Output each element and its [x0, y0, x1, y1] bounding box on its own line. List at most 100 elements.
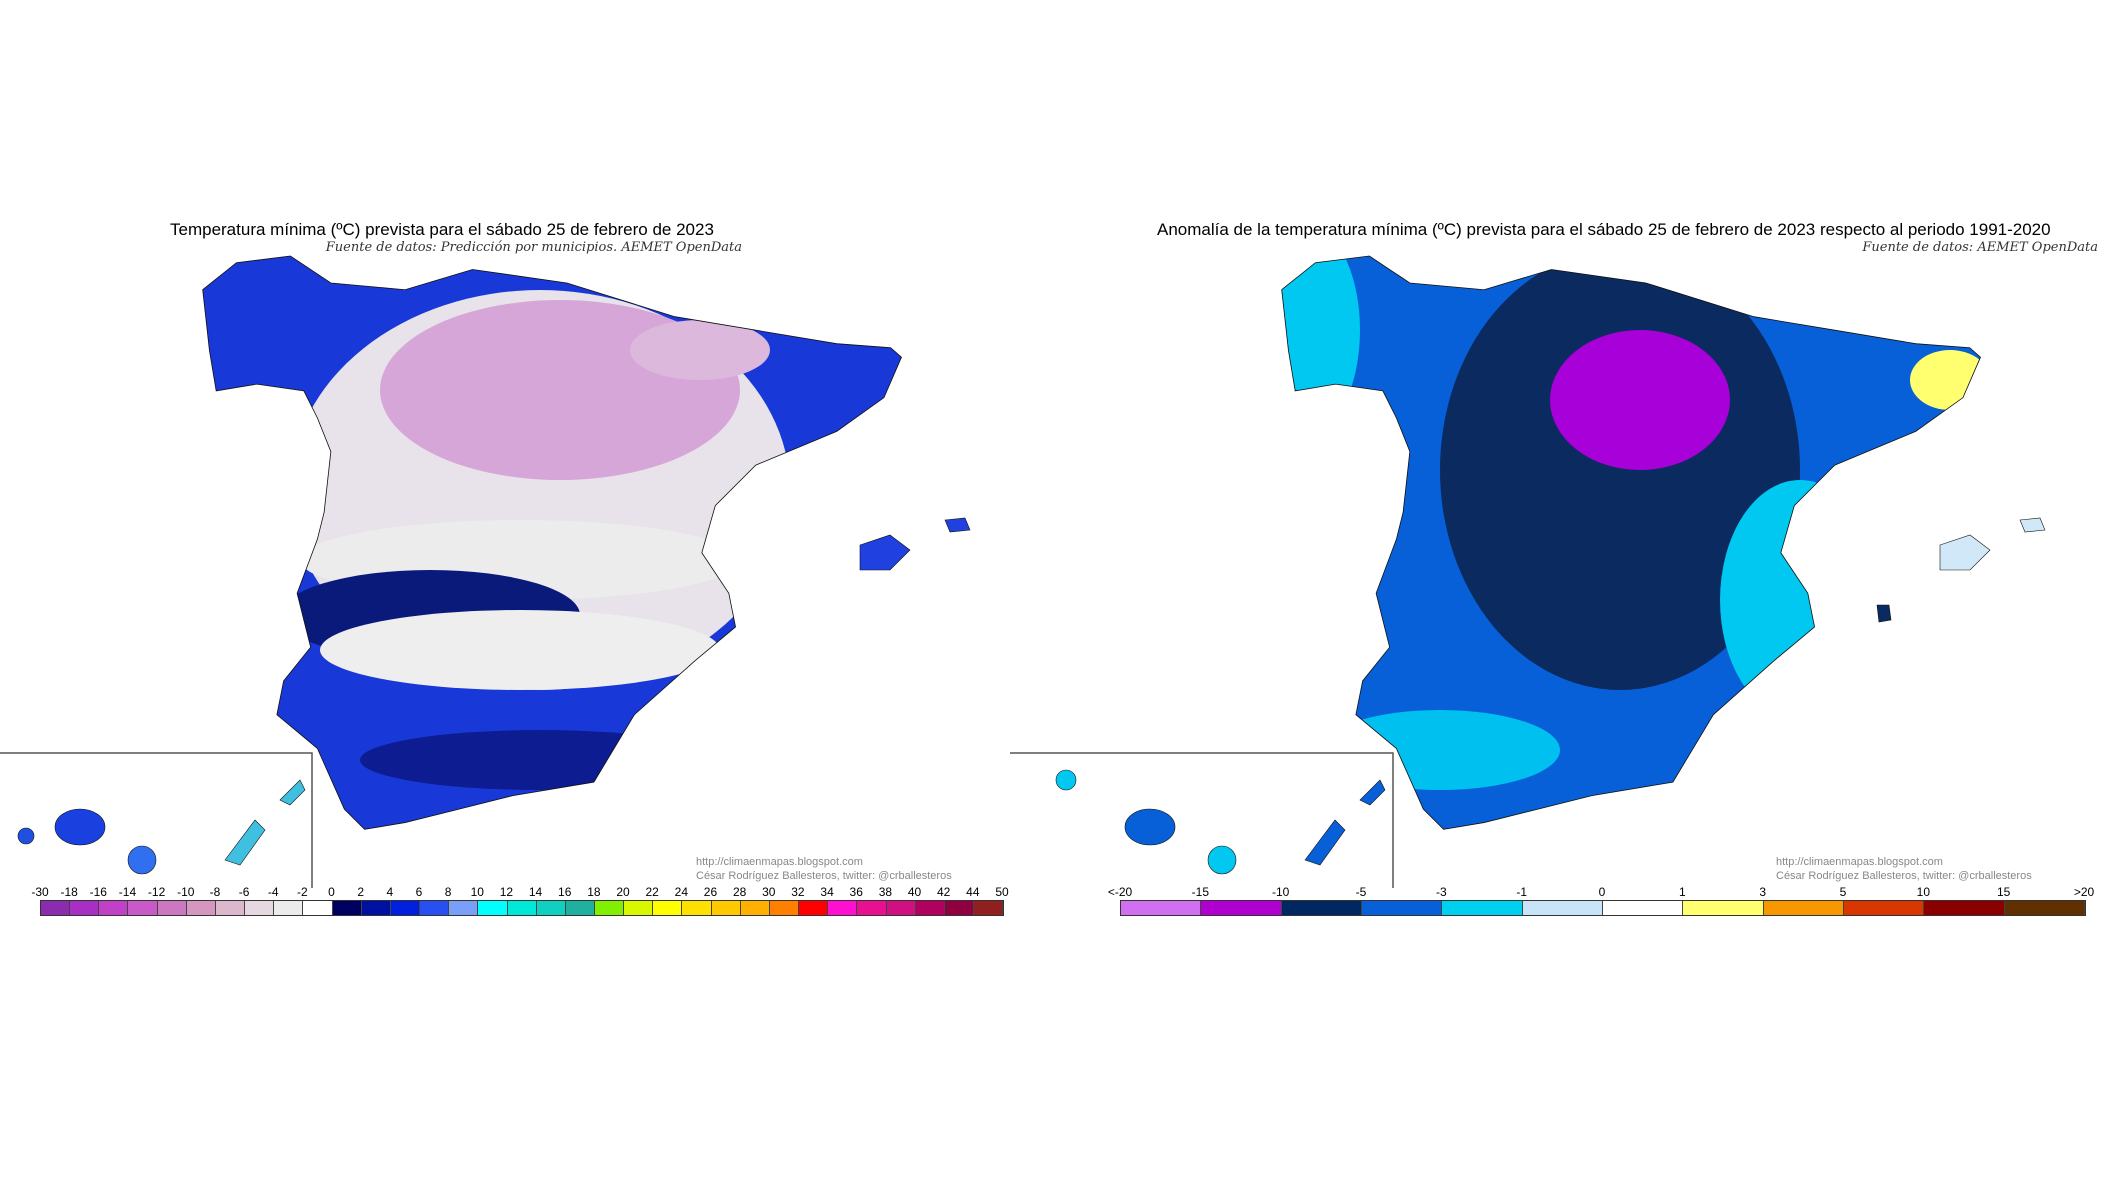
left-map-source: Fuente de datos: Predicción por municipi… — [325, 240, 742, 255]
legend-label: 42 — [937, 885, 951, 899]
legend-label: -15 — [1191, 885, 1209, 899]
legend-label: 4 — [386, 885, 394, 899]
legend-label: 6 — [415, 885, 423, 899]
right-credit: http://climaenmapas.blogspot.com César R… — [1776, 855, 2032, 883]
legend-label: -5 — [1355, 885, 1367, 899]
legend-label: 16 — [558, 885, 572, 899]
legend-swatch — [944, 901, 974, 915]
legend-label: 24 — [674, 885, 689, 899]
left-credit-url: http://climaenmapas.blogspot.com — [696, 856, 863, 868]
legend-swatch — [128, 901, 158, 915]
legend-swatch — [99, 901, 129, 915]
legend-swatch — [653, 901, 683, 915]
legend-swatch — [420, 901, 450, 915]
left-iberia-map — [0, 255, 971, 888]
legend-swatch — [769, 901, 800, 915]
left-map-title: Temperatura mínima (ºC) prevista para el… — [170, 220, 714, 239]
legend-label: 30 — [762, 885, 776, 899]
left-credit-author: César Rodríguez Ballesteros, twitter: @c… — [696, 870, 952, 882]
legend-swatch — [41, 901, 71, 915]
legend-swatch — [1763, 901, 1844, 915]
legend-label: 32 — [791, 885, 805, 899]
left-color-legend — [40, 900, 1004, 916]
legend-label: -14 — [118, 885, 137, 899]
legend-label: -10 — [177, 885, 195, 899]
legend-label: 12 — [499, 885, 514, 899]
legend-swatch — [1361, 901, 1443, 915]
legend-swatch — [478, 901, 508, 915]
legend-swatch — [303, 901, 333, 915]
legend-swatch — [624, 901, 654, 915]
legend-label: 34 — [820, 885, 834, 899]
legend-swatch — [507, 901, 537, 915]
legend-swatch — [1121, 901, 1202, 915]
legend-swatch — [711, 901, 741, 915]
legend-swatch — [449, 901, 479, 915]
legend-swatch — [215, 901, 246, 915]
legend-label: 38 — [878, 885, 893, 899]
legend-label: -10 — [1271, 885, 1290, 899]
legend-label: 28 — [732, 885, 747, 899]
legend-swatch — [536, 901, 566, 915]
legend-swatch — [1201, 901, 1282, 915]
legend-label: -16 — [89, 885, 107, 899]
legend-label: -18 — [60, 885, 78, 899]
legend-label: >20 — [2073, 885, 2095, 899]
legend-label: 0 — [328, 885, 335, 899]
legend-swatch — [594, 901, 625, 915]
legend-swatch — [2004, 901, 2085, 915]
right-map-source: Fuente de datos: AEMET OpenData — [1862, 240, 2098, 255]
legend-swatch — [1924, 901, 2005, 915]
legend-swatch — [361, 901, 391, 915]
legend-swatch — [1602, 901, 1684, 915]
legend-swatch — [1281, 901, 1362, 915]
right-iberia-map — [1010, 255, 2046, 888]
legend-swatch — [1442, 901, 1523, 915]
legend-label: 44 — [966, 885, 980, 899]
legend-swatch — [1843, 901, 1925, 915]
legend-swatch — [740, 901, 770, 915]
legend-label: 26 — [703, 885, 718, 899]
legend-label: 50 — [995, 885, 1009, 899]
legend-swatch — [332, 901, 362, 915]
legend-label: 20 — [616, 885, 630, 899]
legend-label: 22 — [645, 885, 659, 899]
legend-label: -3 — [1435, 885, 1447, 899]
legend-label: 40 — [907, 885, 922, 899]
legend-swatch — [245, 901, 275, 915]
legend-swatch — [274, 901, 304, 915]
legend-label: 0 — [1598, 885, 1606, 899]
legend-swatch — [799, 901, 829, 915]
legend-label: -6 — [238, 885, 250, 899]
legend-swatch — [565, 901, 595, 915]
legend-label: 10 — [1916, 885, 1931, 899]
legend-swatch — [886, 901, 916, 915]
legend-label: -4 — [267, 885, 279, 899]
legend-label: <-20 — [1107, 885, 1133, 899]
legend-swatch — [915, 901, 945, 915]
legend-swatch — [1683, 901, 1764, 915]
canary-islands — [54, 808, 106, 846]
legend-label: -30 — [31, 885, 49, 899]
legend-label: -1 — [1516, 885, 1527, 899]
right-map-title: Anomalía de la temperatura mínima (ºC) p… — [1157, 220, 2051, 239]
legend-swatch — [157, 901, 187, 915]
legend-label: 36 — [849, 885, 863, 899]
legend-label: 3 — [1759, 885, 1766, 899]
legend-swatch — [974, 901, 1004, 915]
left-credit: http://climaenmapas.blogspot.com César R… — [696, 855, 952, 883]
legend-swatch — [1522, 901, 1603, 915]
right-color-legend — [1120, 900, 2086, 916]
legend-label: 18 — [587, 885, 601, 899]
legend-label: 1 — [1678, 885, 1686, 899]
legend-label: 5 — [1839, 885, 1847, 899]
legend-swatch — [682, 901, 712, 915]
legend-swatch — [857, 901, 887, 915]
legend-swatch — [828, 901, 858, 915]
legend-label: 10 — [470, 885, 484, 899]
legend-label: 15 — [1996, 885, 2011, 899]
legend-swatch — [186, 901, 216, 915]
legend-label: 8 — [444, 885, 452, 899]
legend-label: 2 — [357, 885, 364, 899]
balearic-islands — [859, 534, 911, 571]
